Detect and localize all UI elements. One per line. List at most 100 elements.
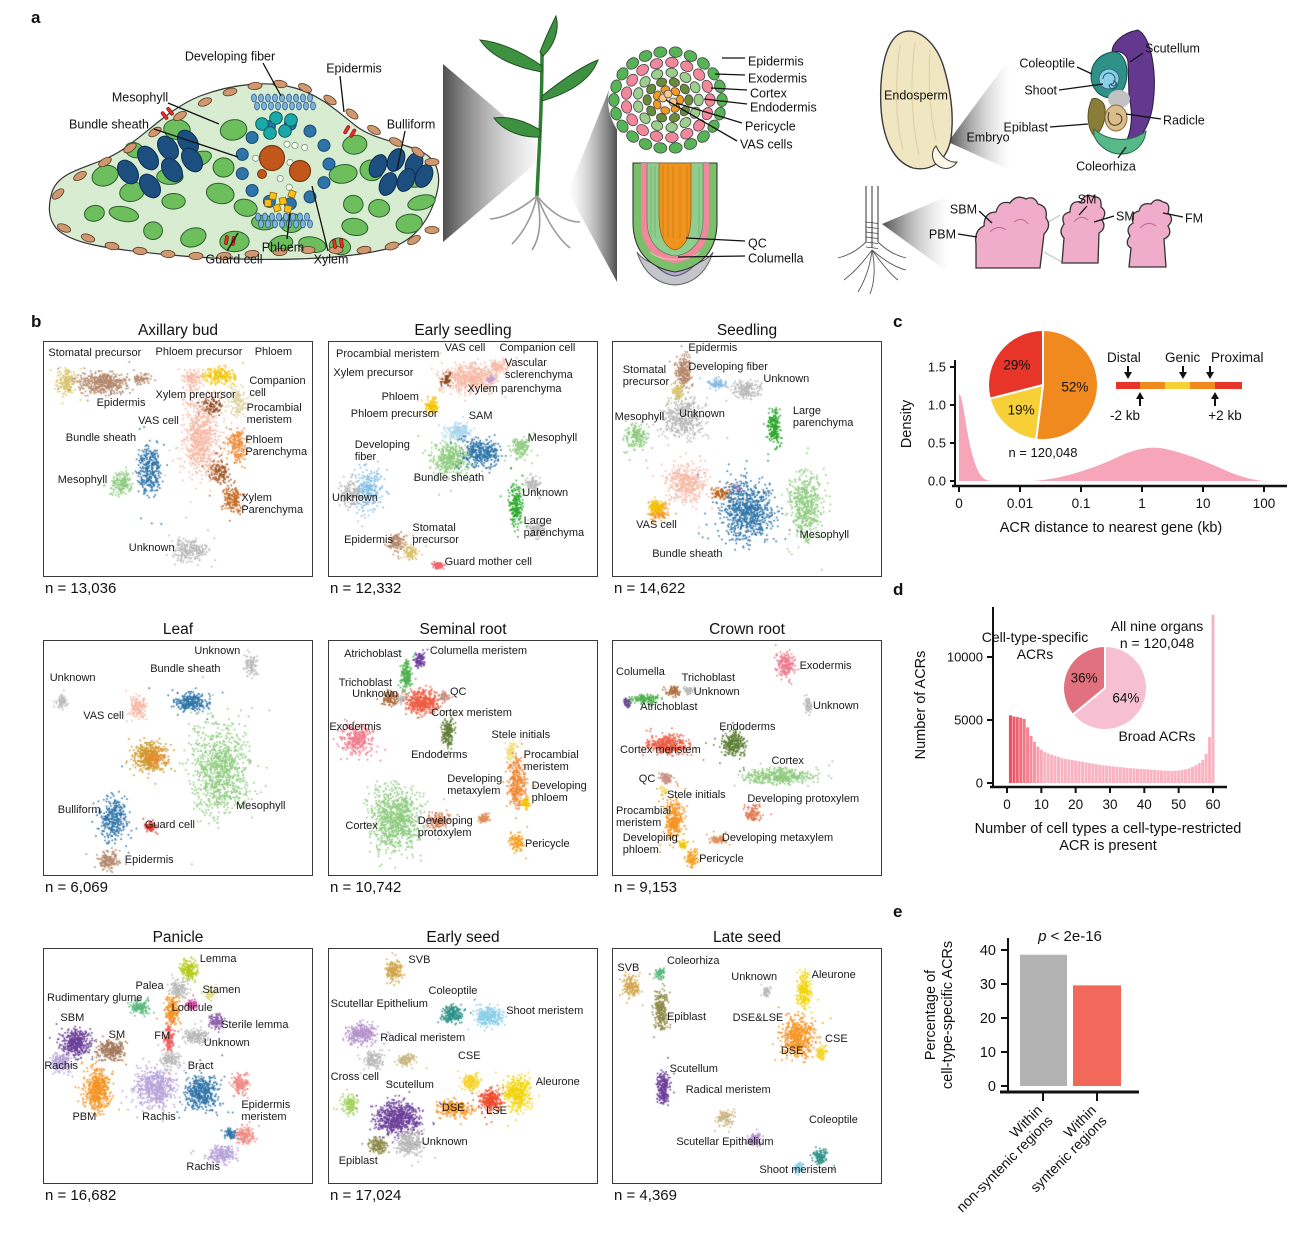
cluster-label: Developing fiber xyxy=(688,360,768,373)
cluster-label: Phloem xyxy=(381,391,419,404)
cluster-label: Mesophyll xyxy=(57,474,108,487)
umap-scatter-canvas xyxy=(329,641,597,875)
cluster-label: Pericycle xyxy=(524,837,570,850)
umap-panel-late-seed: Late seed SVB Coleorhiza Unknown Aleurone Epi… xyxy=(612,929,882,1215)
cluster-label: Exodermis xyxy=(799,659,852,672)
svg-text:30: 30 xyxy=(1102,797,1117,812)
svg-text:10000: 10000 xyxy=(947,650,983,665)
cluster-label: Unknown xyxy=(693,685,740,698)
cluster-label: Atrichoblast xyxy=(640,700,698,713)
umap-title: Early seedling xyxy=(414,322,512,339)
cluster-label: Coleorhiza xyxy=(666,955,720,968)
cluster-label: SM xyxy=(108,1028,126,1041)
cluster-label: Stamen xyxy=(202,984,241,997)
umap-panel-seedling: Seedling Epidermis Developing fiber Stomata… xyxy=(612,322,882,608)
cluster-label: Bundle sheath xyxy=(652,548,723,561)
svg-text:20: 20 xyxy=(1068,797,1083,812)
umap-plot-area xyxy=(612,640,882,876)
cluster-label: Unknown xyxy=(679,407,725,420)
cluster-label: Radical meristem xyxy=(685,1083,771,1096)
svg-text:+2 kb: +2 kb xyxy=(1208,408,1241,423)
umap-plot-area xyxy=(328,341,598,577)
cluster-label: Bundle sheath xyxy=(65,432,137,445)
cluster-label: SVB xyxy=(617,962,640,975)
svg-text:cell-type-specific ACRs: cell-type-specific ACRs xyxy=(940,941,956,1089)
svg-text:Bulliform: Bulliform xyxy=(387,118,436,132)
cluster-label: Epidermis xyxy=(124,854,174,867)
svg-text:0.01: 0.01 xyxy=(1007,496,1033,511)
svg-text:Cell-type-specific: Cell-type-specific xyxy=(982,629,1089,645)
cluster-label: Large parenchyma xyxy=(523,515,585,540)
panel-label-a: a xyxy=(31,8,41,27)
svg-text:0.5: 0.5 xyxy=(928,436,946,451)
cluster-label: Cross cell xyxy=(330,1070,379,1083)
svg-text:10: 10 xyxy=(1034,797,1049,812)
svg-text:1.0: 1.0 xyxy=(928,398,946,413)
cluster-label: Pericycle xyxy=(699,853,744,866)
cluster-label: Procambial meristem xyxy=(616,804,672,829)
cluster-label: Epidermis xyxy=(344,534,393,547)
cluster-label: SAM xyxy=(468,410,493,423)
embryo-diagram xyxy=(1087,29,1155,155)
cluster-label: Unknown xyxy=(421,1136,468,1149)
cluster-label: VAS cell xyxy=(83,710,124,723)
svg-text:Scutellum: Scutellum xyxy=(1145,42,1200,56)
svg-text:Columella: Columella xyxy=(748,252,804,266)
svg-text:0.1: 0.1 xyxy=(1072,496,1091,511)
cluster-label: Bulliform xyxy=(57,803,101,816)
root-cross-section xyxy=(608,44,728,156)
svg-text:Endodermis: Endodermis xyxy=(750,101,817,115)
svg-text:Number of ACRs: Number of ACRs xyxy=(913,651,929,760)
cluster-label: QC xyxy=(449,685,467,698)
svg-text:Endosperm: Endosperm xyxy=(884,89,948,103)
cluster-label: Xylem precursor xyxy=(333,366,414,379)
cluster-label: Shoot meristem xyxy=(506,1005,584,1018)
cluster-label: Procambial meristem xyxy=(523,748,579,773)
seedling-sketch xyxy=(478,14,599,251)
cluster-label: Unknown xyxy=(128,542,175,555)
svg-text:SM: SM xyxy=(1078,193,1097,207)
cluster-label: FM xyxy=(154,1029,171,1042)
svg-text:Shoot: Shoot xyxy=(1024,84,1057,98)
svg-text:0: 0 xyxy=(976,776,983,791)
umap-plot-area xyxy=(612,948,882,1184)
cluster-label: Phloem Parenchyma xyxy=(245,434,308,459)
cluster-label: Radical meristem xyxy=(380,1032,466,1045)
cluster-label: Guard cell xyxy=(144,819,195,832)
cluster-label: Columella xyxy=(616,665,665,678)
cluster-label: SBM xyxy=(60,1012,85,1025)
umap-title: Panicle xyxy=(152,929,204,946)
cluster-label: Xylem precursor xyxy=(155,389,236,402)
svg-text:ACR distance to nearest gene (: ACR distance to nearest gene (kb) xyxy=(1000,520,1222,536)
umap-scatter-canvas xyxy=(44,641,312,875)
cell-count-label: n = 12,332 xyxy=(330,580,402,597)
umap-panel-leaf: Leaf Unknown Bundle sheath Unknown VAS cell B… xyxy=(43,621,313,907)
cluster-label: Companion cell xyxy=(249,374,306,399)
umap-panel-early-seedling: Early seedling Procambial meristem VAS cel… xyxy=(328,322,598,608)
umap-title: Axillary bud xyxy=(137,322,219,339)
cluster-label: SVB xyxy=(408,953,431,966)
cell-count-label: n = 6,069 xyxy=(45,879,108,896)
svg-text:Mesophyll: Mesophyll xyxy=(112,91,168,105)
cluster-label: Exodermis xyxy=(329,720,382,733)
svg-text:40: 40 xyxy=(980,943,996,959)
umap-scatter-canvas xyxy=(613,342,881,576)
cluster-label: Unknown xyxy=(763,372,810,385)
syntenic-bar-chart: 0 10 20 30 40 p < 2e-16 Percentage of cell-type… xyxy=(923,928,1139,1215)
cluster-label: Sterile lemma xyxy=(221,1019,289,1032)
cell-count-label: n = 9,153 xyxy=(614,879,677,896)
cluster-label: Unknown xyxy=(203,1037,250,1049)
cluster-label: Epidermis meristem xyxy=(241,1098,291,1123)
cluster-label: Guard mother cell xyxy=(444,556,533,569)
svg-text:ACR is present: ACR is present xyxy=(1059,838,1157,854)
umap-panel-axillary-bud: Axillary bud Stomatal precursor Phloem pre… xyxy=(43,322,313,608)
svg-text:19%: 19% xyxy=(1008,402,1035,417)
svg-text:0: 0 xyxy=(1003,797,1011,812)
cluster-label: Procambial meristem xyxy=(336,348,440,361)
svg-text:Coleoptile: Coleoptile xyxy=(1019,57,1075,71)
cell-count-label: n = 10,742 xyxy=(330,879,402,896)
cluster-label: Lemma xyxy=(199,952,237,965)
panel-label-b: b xyxy=(31,312,42,331)
cluster-label: Mesophyll xyxy=(527,432,578,445)
cluster-label: CSE xyxy=(457,1049,481,1062)
